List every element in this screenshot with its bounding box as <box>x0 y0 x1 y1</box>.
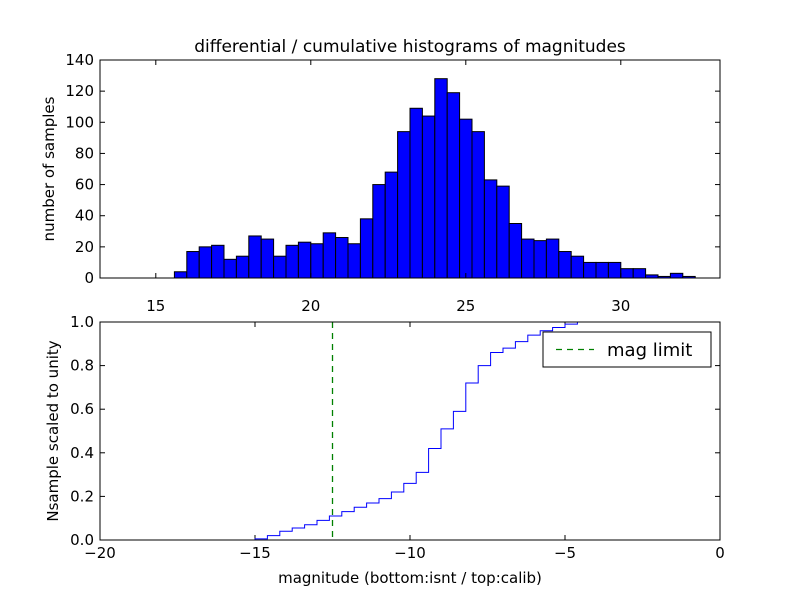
histogram-bar <box>459 118 473 279</box>
histogram-bar <box>471 131 485 279</box>
bottom-y-tick-label: 0.0 <box>70 531 94 549</box>
top-y-tick-label: 0 <box>84 269 94 287</box>
histogram-bar <box>322 232 337 279</box>
top-y-tick-label: 20 <box>75 238 94 256</box>
bottom-plot-frame <box>99 321 721 541</box>
histogram-bar <box>483 179 498 279</box>
top-y-tick-label: 40 <box>75 207 94 225</box>
bottom-axis-ticks: 0.0 0.2 0.4 0.6 0.8 1.0 −20 −15 −10 −5 0 <box>70 313 725 562</box>
histogram-bar <box>260 238 275 279</box>
top-y-axis-label: number of samples <box>40 96 58 241</box>
bottom-x-tick-label: −5 <box>554 544 576 562</box>
histogram-bar <box>173 271 188 279</box>
histogram-bar <box>545 238 560 279</box>
bottom-y-tick-label: 1.0 <box>70 313 94 331</box>
bottom-x-tick-label: 0 <box>715 544 725 562</box>
bottom-x-tick-label: −15 <box>239 544 271 562</box>
top-plot-frame <box>99 59 721 279</box>
histogram-bar <box>521 238 535 279</box>
legend-mag-limit-label: mag limit <box>607 340 692 361</box>
histogram-bar <box>359 218 374 279</box>
top-y-tick-label: 80 <box>75 144 94 162</box>
top-x-tick-label: 30 <box>611 297 630 315</box>
bottom-x-tick-label: −10 <box>394 544 426 562</box>
bottom-lines <box>100 321 721 541</box>
top-y-tick-label: 120 <box>65 82 94 100</box>
histogram-bar <box>595 261 609 279</box>
top-x-tick-label: 25 <box>456 297 475 315</box>
histogram-bar <box>397 131 411 279</box>
histogram-bar <box>372 184 386 279</box>
histogram-bar <box>508 223 523 279</box>
top-histogram-bars <box>173 78 696 279</box>
bottom-x-axis-label: magnitude (bottom:isnt / top:calib) <box>278 569 542 587</box>
bottom-y-axis-label: Nsample scaled to unity <box>44 340 62 521</box>
histogram-bar <box>248 235 262 279</box>
histogram-bar <box>533 240 547 279</box>
histogram-bar <box>570 255 585 279</box>
histogram-bar <box>632 268 647 279</box>
bottom-y-tick-label: 0.6 <box>70 400 94 418</box>
bottom-x-tick-label: −20 <box>84 544 116 562</box>
histogram-bar <box>297 241 312 279</box>
bottom-y-tick-label: 0.8 <box>70 357 94 375</box>
histogram-bar <box>384 171 399 279</box>
histogram-bar <box>434 78 448 279</box>
top-chart-title: differential / cumulative histograms of … <box>194 37 626 57</box>
bottom-y-tick-label: 0.4 <box>70 444 94 462</box>
histogram-bar <box>620 268 634 279</box>
histogram-bar <box>583 261 597 279</box>
top-x-tick-label: 15 <box>146 297 165 315</box>
top-axis-ticks: 0 20 40 60 80 100 120 140 15 20 25 30 <box>65 51 720 315</box>
bottom-y-tick-label: 0.2 <box>70 487 94 505</box>
histogram-bar <box>186 251 200 279</box>
histogram-bar <box>235 255 250 279</box>
histogram-bar <box>496 185 510 279</box>
top-y-tick-label: 60 <box>75 176 94 194</box>
top-y-tick-label: 140 <box>65 51 94 69</box>
histogram-bar <box>421 115 436 279</box>
histogram-bar <box>335 237 349 279</box>
histogram-bar <box>607 261 622 279</box>
histogram-bar <box>211 244 225 279</box>
histogram-bar <box>409 107 423 279</box>
histogram-bar <box>446 92 461 279</box>
histogram-bar <box>558 251 572 279</box>
histogram-bar <box>310 243 324 279</box>
histogram-bar <box>347 243 361 279</box>
histogram-bar <box>669 272 684 279</box>
histogram-bar <box>273 255 287 279</box>
histogram-bar <box>223 258 237 279</box>
legend: mag limit <box>542 331 712 368</box>
histogram-bar <box>198 246 213 279</box>
top-y-tick-label: 100 <box>65 113 94 131</box>
cumulative-step-line <box>100 321 721 541</box>
histogram-bar <box>285 244 299 279</box>
top-x-tick-label: 20 <box>301 297 320 315</box>
